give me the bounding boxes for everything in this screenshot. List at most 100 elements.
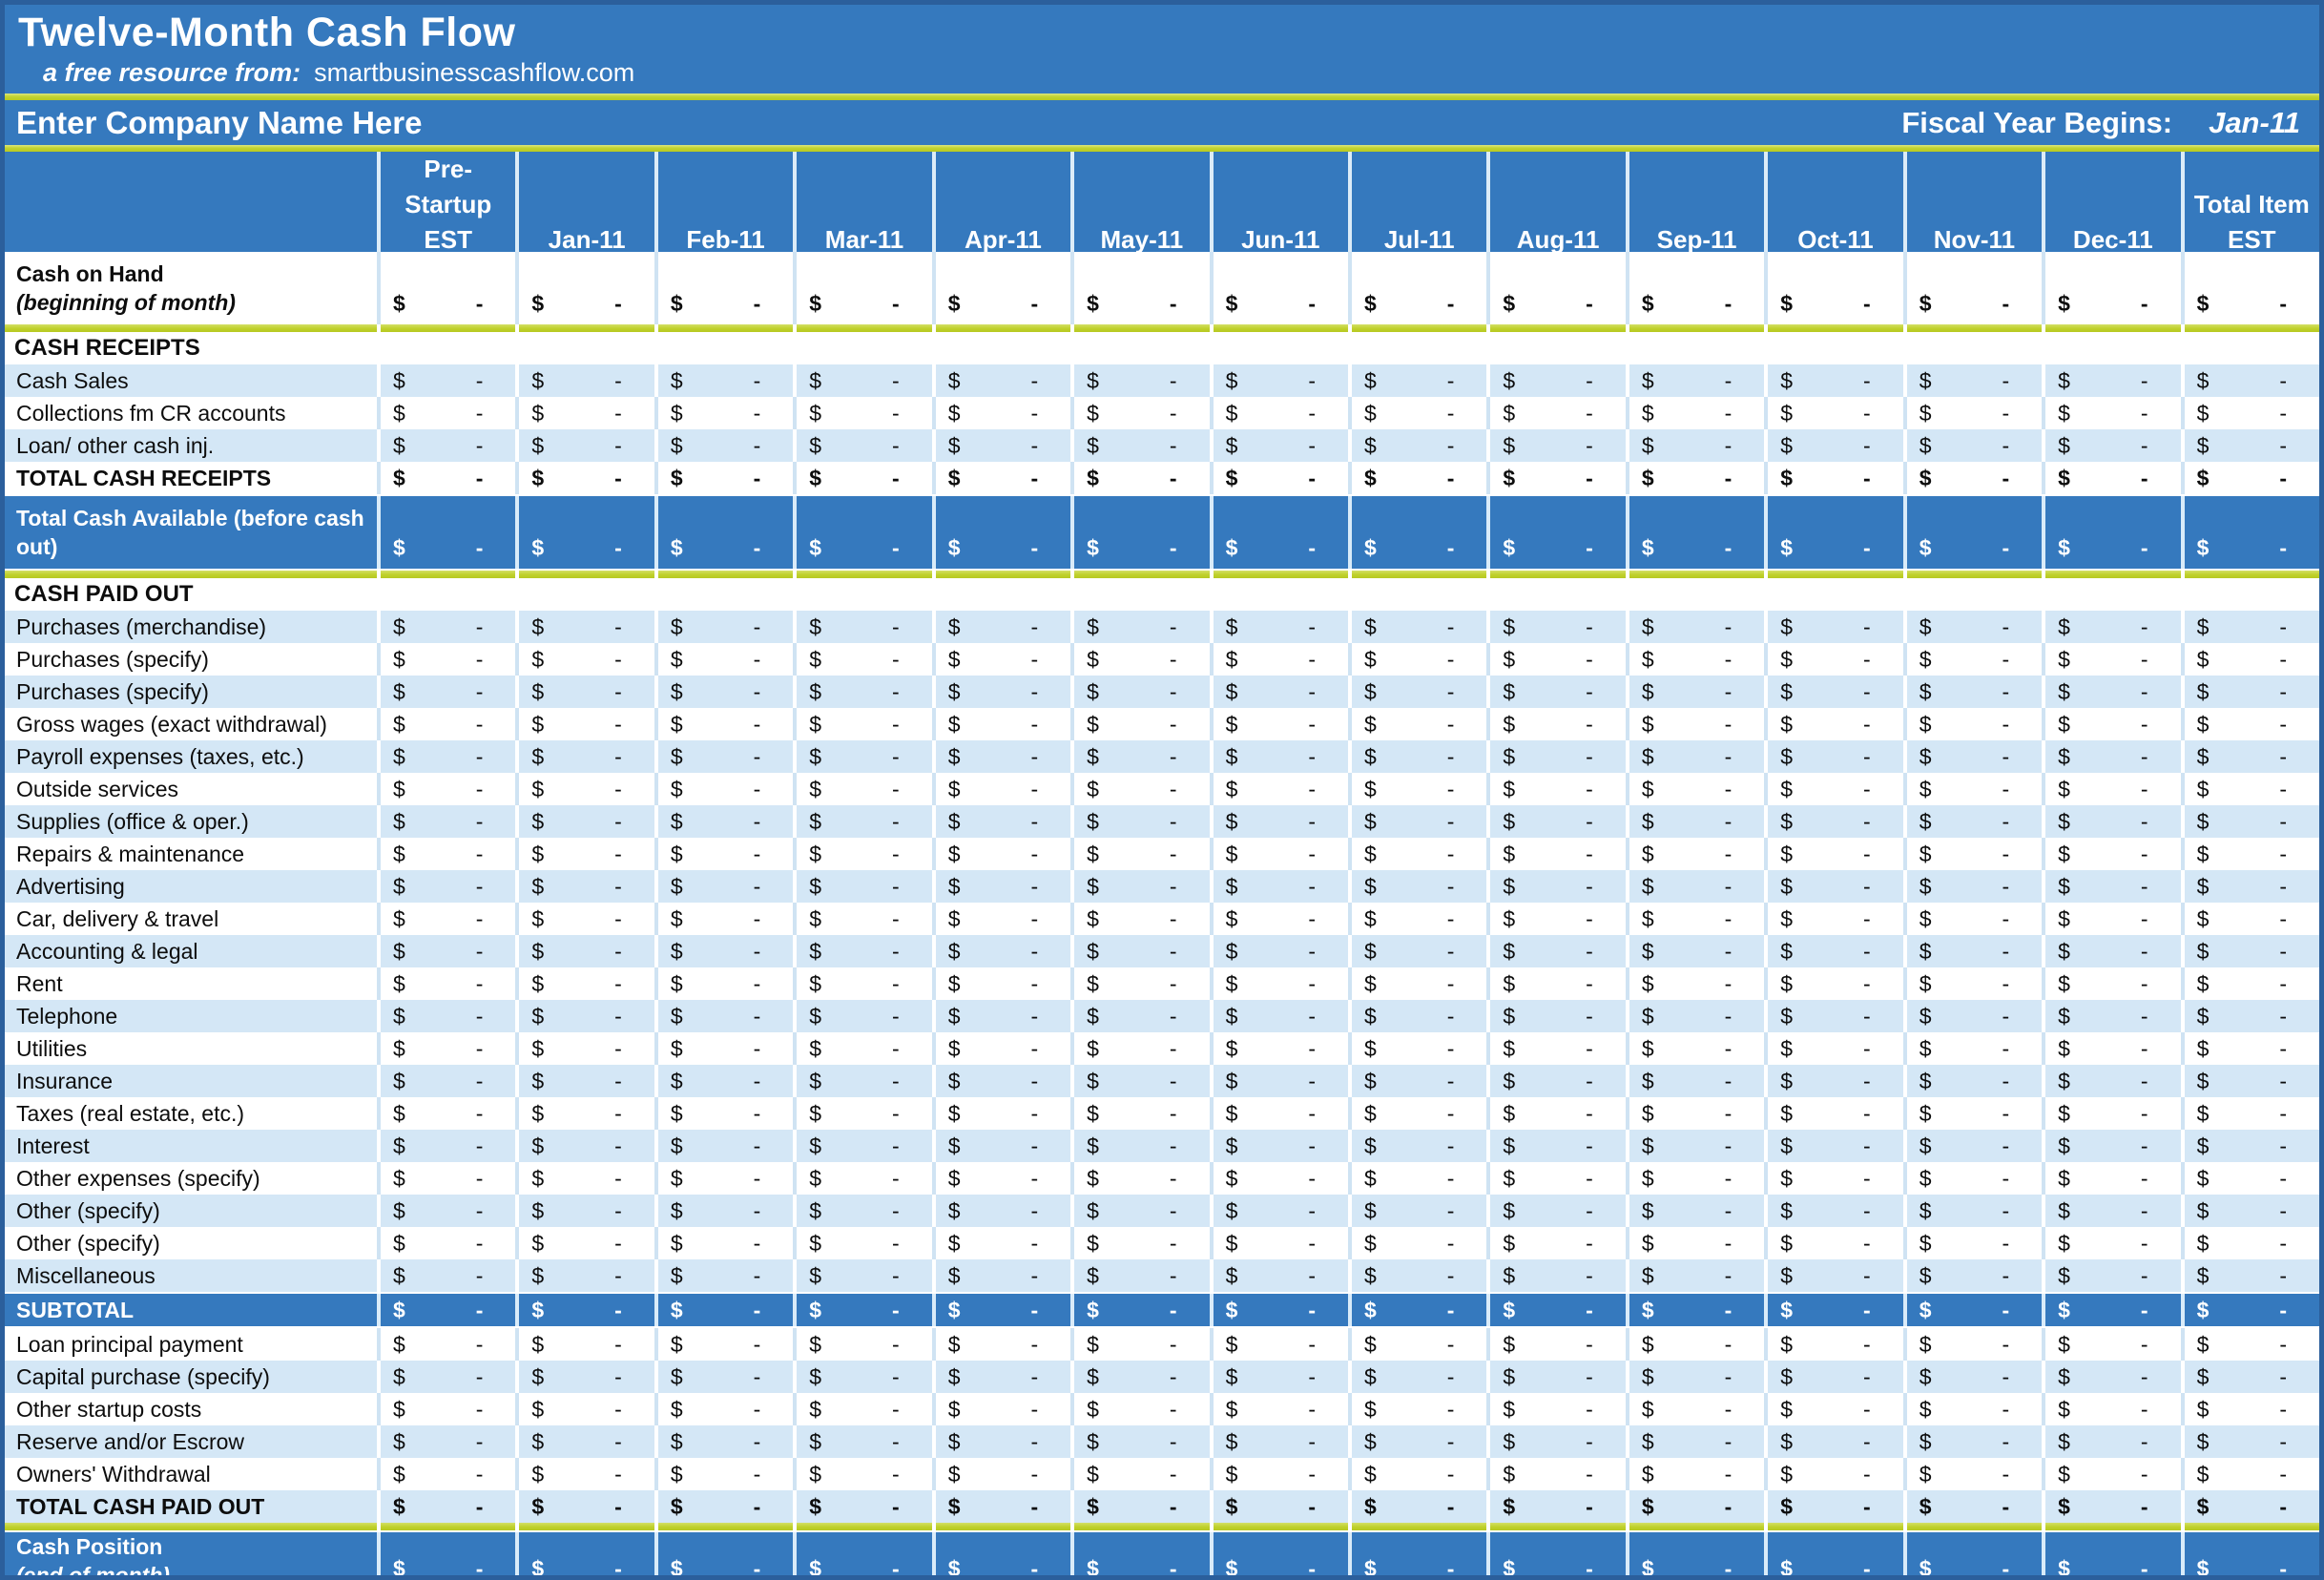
spreadsheet-cell[interactable]: $ -	[931, 1328, 1070, 1361]
spreadsheet-cell[interactable]: $ -	[2180, 740, 2319, 773]
spreadsheet-cell[interactable]: $ -	[2180, 903, 2319, 935]
spreadsheet-cell[interactable]: $ -	[793, 1065, 931, 1097]
spreadsheet-cell[interactable]: $ -	[793, 611, 931, 643]
spreadsheet-cell[interactable]: $ -	[1348, 1532, 1486, 1575]
spreadsheet-cell[interactable]: $ -	[1348, 740, 1486, 773]
spreadsheet-cell[interactable]: $ -	[377, 1162, 515, 1195]
spreadsheet-cell[interactable]: $ -	[793, 1162, 931, 1195]
spreadsheet-cell[interactable]: $ -	[1625, 1259, 1764, 1292]
spreadsheet-cell[interactable]: $ -	[931, 870, 1070, 903]
spreadsheet-cell[interactable]: $ -	[1209, 1532, 1348, 1575]
spreadsheet-cell[interactable]: $ -	[377, 838, 515, 870]
spreadsheet-cell[interactable]: $ -	[515, 1097, 654, 1130]
spreadsheet-cell[interactable]: $ -	[2042, 496, 2180, 569]
spreadsheet-cell[interactable]: $ -	[1764, 1425, 1902, 1458]
spreadsheet-cell[interactable]: $ -	[931, 643, 1070, 676]
spreadsheet-cell[interactable]: $ -	[1486, 1097, 1625, 1130]
spreadsheet-cell[interactable]: $ -	[654, 773, 793, 805]
spreadsheet-cell[interactable]: $ -	[654, 903, 793, 935]
spreadsheet-cell[interactable]: $ -	[1625, 903, 1764, 935]
spreadsheet-cell[interactable]: $ -	[793, 1130, 931, 1162]
spreadsheet-cell[interactable]: $ -	[1902, 1294, 2042, 1326]
row-label-cell[interactable]: Cash Position (end of month)	[5, 1532, 377, 1575]
spreadsheet-cell[interactable]: $ -	[377, 1361, 515, 1393]
spreadsheet-cell[interactable]: $ -	[1764, 773, 1902, 805]
spreadsheet-cell[interactable]: $ -	[1625, 496, 1764, 569]
spreadsheet-cell[interactable]: $ -	[1209, 1195, 1348, 1227]
spreadsheet-cell[interactable]: $ -	[793, 1000, 931, 1032]
spreadsheet-cell[interactable]: $ -	[515, 1425, 654, 1458]
spreadsheet-cell[interactable]: $ -	[1764, 1065, 1902, 1097]
spreadsheet-cell[interactable]: $ -	[1486, 611, 1625, 643]
spreadsheet-cell[interactable]: $ -	[1902, 1393, 2042, 1425]
spreadsheet-cell[interactable]: $ -	[931, 1393, 1070, 1425]
spreadsheet-cell[interactable]: $ -	[515, 462, 654, 494]
spreadsheet-cell[interactable]: $ -	[1209, 1294, 1348, 1326]
spreadsheet-cell[interactable]: $ -	[1348, 1259, 1486, 1292]
spreadsheet-cell[interactable]: $ -	[1070, 967, 1209, 1000]
spreadsheet-cell[interactable]: $ -	[654, 1032, 793, 1065]
spreadsheet-cell[interactable]: $ -	[931, 429, 1070, 462]
column-header-cell[interactable]: Nov-11	[1902, 152, 2042, 261]
column-header-cell[interactable]: Sep-11	[1625, 152, 1764, 261]
spreadsheet-cell[interactable]: $ -	[931, 1130, 1070, 1162]
spreadsheet-cell[interactable]: $ -	[1348, 870, 1486, 903]
column-header-cell[interactable]: Feb-11	[654, 152, 793, 261]
spreadsheet-cell[interactable]: $ -	[2042, 1162, 2180, 1195]
spreadsheet-cell[interactable]: $ -	[2042, 1458, 2180, 1490]
spreadsheet-cell[interactable]: $ -	[1348, 496, 1486, 569]
column-header-cell[interactable]: Aug-11	[1486, 152, 1625, 261]
spreadsheet-cell[interactable]: $ -	[1348, 967, 1486, 1000]
spreadsheet-cell[interactable]: $ -	[1486, 838, 1625, 870]
spreadsheet-cell[interactable]: $ -	[931, 1259, 1070, 1292]
spreadsheet-cell[interactable]: $ -	[2180, 1458, 2319, 1490]
spreadsheet-cell[interactable]: $ -	[1486, 1195, 1625, 1227]
spreadsheet-cell[interactable]: $ -	[377, 643, 515, 676]
spreadsheet-cell[interactable]: $ -	[1486, 496, 1625, 569]
spreadsheet-cell[interactable]: $ -	[1348, 462, 1486, 494]
row-label-cell[interactable]: Gross wages (exact withdrawal)	[16, 712, 327, 737]
spreadsheet-cell[interactable]: $ -	[1209, 1425, 1348, 1458]
spreadsheet-cell[interactable]: $ -	[515, 1162, 654, 1195]
spreadsheet-cell[interactable]: $ -	[1486, 935, 1625, 967]
spreadsheet-cell[interactable]: $ -	[1348, 429, 1486, 462]
spreadsheet-cell[interactable]: $ -	[1486, 397, 1625, 429]
spreadsheet-cell[interactable]: $ -	[1348, 1162, 1486, 1195]
spreadsheet-cell[interactable]: $ -	[2042, 708, 2180, 740]
spreadsheet-cell[interactable]: $ -	[1625, 1195, 1764, 1227]
spreadsheet-cell[interactable]: $ -	[654, 643, 793, 676]
spreadsheet-cell[interactable]: $ -	[1625, 740, 1764, 773]
spreadsheet-cell[interactable]: $ -	[2180, 1130, 2319, 1162]
spreadsheet-cell[interactable]: $ -	[1625, 1162, 1764, 1195]
spreadsheet-cell[interactable]: $ -	[2042, 935, 2180, 967]
spreadsheet-cell[interactable]: $ -	[2180, 1227, 2319, 1259]
spreadsheet-cell[interactable]: $ -	[1486, 1294, 1625, 1326]
spreadsheet-cell[interactable]: $ -	[793, 935, 931, 967]
spreadsheet-cell[interactable]: $ -	[1764, 1227, 1902, 1259]
spreadsheet-cell[interactable]: $ -	[1764, 1259, 1902, 1292]
spreadsheet-cell[interactable]: $ -	[2180, 364, 2319, 397]
spreadsheet-cell[interactable]: $ -	[2180, 935, 2319, 967]
spreadsheet-cell[interactable]: $ -	[1902, 397, 2042, 429]
spreadsheet-cell[interactable]: $ -	[1902, 364, 2042, 397]
spreadsheet-cell[interactable]: $ -	[1902, 462, 2042, 494]
spreadsheet-cell[interactable]: $ -	[515, 708, 654, 740]
section-header-cell[interactable]: CASH PAID OUT	[5, 578, 2319, 611]
spreadsheet-cell[interactable]: $ -	[931, 397, 1070, 429]
spreadsheet-cell[interactable]: $ -	[2042, 903, 2180, 935]
spreadsheet-cell[interactable]: $ -	[515, 1328, 654, 1361]
spreadsheet-cell[interactable]: $ -	[654, 429, 793, 462]
spreadsheet-cell[interactable]: $ -	[2042, 1294, 2180, 1326]
column-header-cell[interactable]: Total Item EST	[2180, 152, 2319, 261]
spreadsheet-cell[interactable]: $ -	[1764, 643, 1902, 676]
spreadsheet-cell[interactable]: $ -	[2180, 773, 2319, 805]
spreadsheet-cell[interactable]: $ -	[2042, 1130, 2180, 1162]
spreadsheet-cell[interactable]: $ -	[1486, 1393, 1625, 1425]
spreadsheet-cell[interactable]: $ -	[2042, 838, 2180, 870]
row-label-cell[interactable]: Outside services	[16, 777, 179, 801]
spreadsheet-cell[interactable]: $ -	[2180, 870, 2319, 903]
spreadsheet-cell[interactable]: $ -	[1902, 1097, 2042, 1130]
spreadsheet-cell[interactable]: $ -	[1070, 1032, 1209, 1065]
column-header-cell[interactable]: May-11	[1070, 152, 1209, 261]
spreadsheet-cell[interactable]: $ -	[1070, 1259, 1209, 1292]
